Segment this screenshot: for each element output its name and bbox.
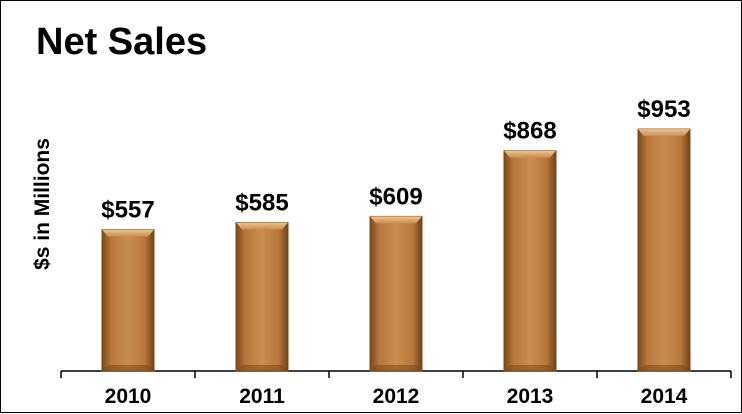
bar <box>369 215 423 372</box>
bar-2012 <box>369 215 423 372</box>
x-tick-label: 2011 <box>239 385 285 408</box>
bar-bevel-top <box>102 229 154 237</box>
bar-2011 <box>235 222 289 372</box>
bar <box>235 222 289 372</box>
x-tick-label: 2013 <box>507 385 554 408</box>
data-label: $868 <box>503 118 556 145</box>
bar-bevel-top <box>504 150 556 158</box>
bar-bevel-top <box>236 222 288 230</box>
x-tick-label: 2010 <box>105 385 152 408</box>
data-label: $585 <box>235 190 288 217</box>
data-label: $609 <box>369 183 422 210</box>
data-label: $557 <box>101 197 154 224</box>
bar-bevel-top <box>370 216 422 224</box>
bar-bevel-bottom <box>370 365 422 371</box>
bar-2014 <box>637 128 691 372</box>
bar-bevel-bottom <box>102 365 154 371</box>
bar <box>101 229 155 372</box>
bar-bevel-top <box>638 129 690 137</box>
bar-bevel-bottom <box>638 365 690 371</box>
bar-bevel-bottom <box>236 365 288 371</box>
bar <box>637 128 691 372</box>
chart-title: Net Sales <box>36 21 208 63</box>
x-tick-label: 2012 <box>373 385 420 408</box>
bar <box>503 150 557 372</box>
bar-bevel-bottom <box>504 365 556 371</box>
data-label: $953 <box>637 96 690 123</box>
x-tick-label: 2014 <box>641 385 688 408</box>
bar-2013 <box>503 150 557 372</box>
bar-2010 <box>101 229 155 372</box>
